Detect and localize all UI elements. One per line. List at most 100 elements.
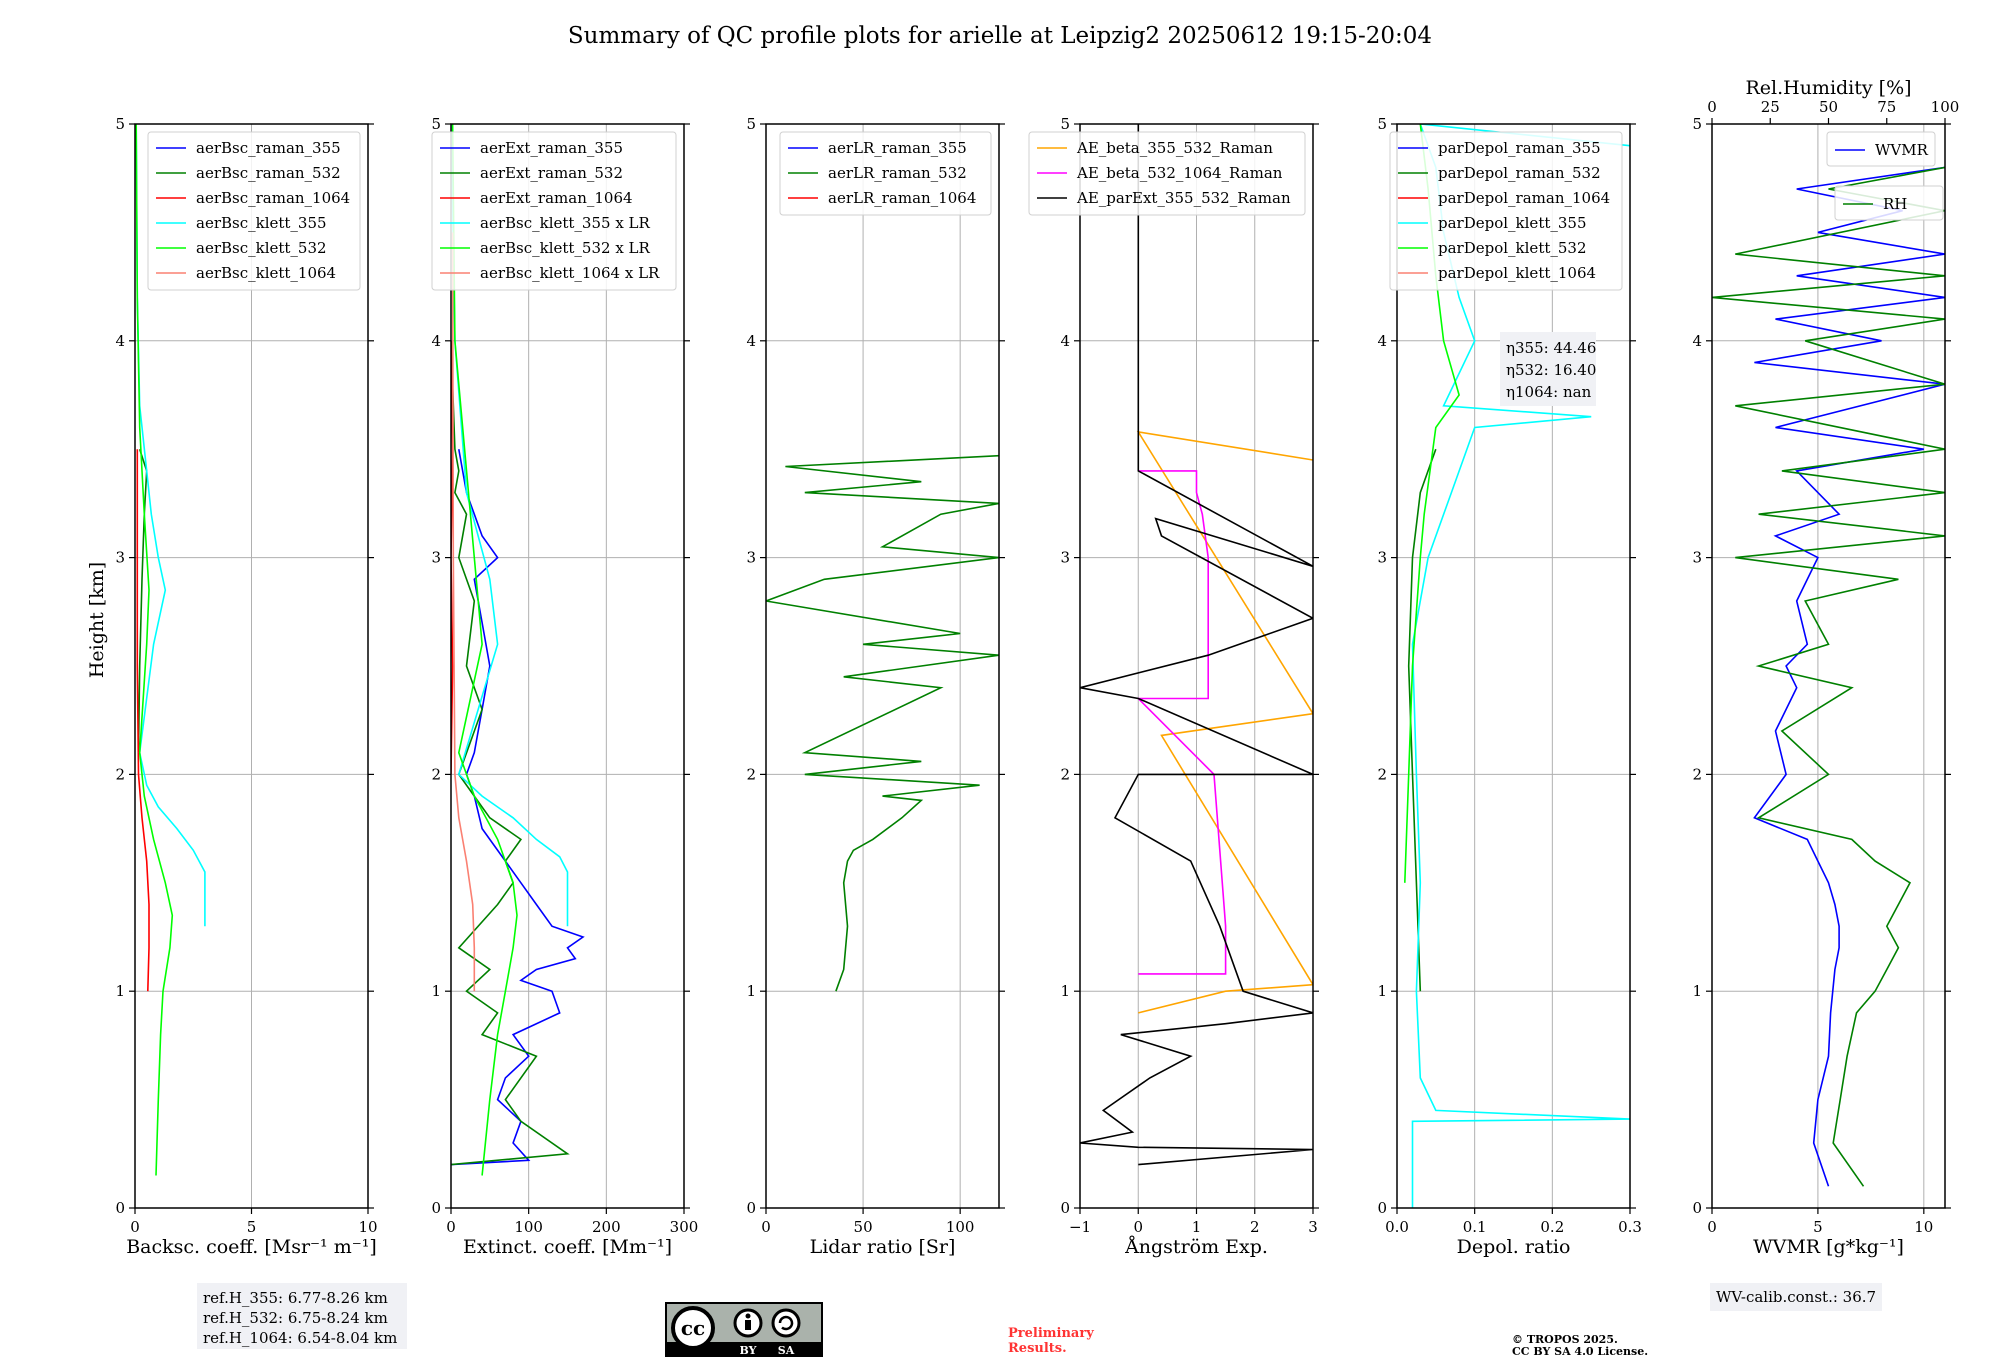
- legend-entry: AE_beta_532_1064_Raman: [1076, 164, 1283, 182]
- x-tick-label: 5: [247, 1218, 257, 1236]
- legend-entry: aerExt_raman_532: [480, 164, 623, 182]
- legend-box: [147, 131, 361, 291]
- y-tick-label: 2: [1692, 765, 1702, 783]
- legend-entry: aerExt_raman_355: [480, 139, 623, 157]
- legend-entry: aerBsc_klett_1064: [196, 264, 336, 282]
- y-tick-label: 5: [746, 115, 756, 133]
- y-tick-label: 3: [115, 549, 125, 567]
- legend-entry: parDepol_klett_1064: [1438, 264, 1596, 282]
- series-line-aerBsc_klett_532 x LR: [451, 124, 518, 1176]
- y-tick-label: 4: [115, 332, 125, 350]
- legend-entry: aerBsc_klett_532: [196, 239, 327, 257]
- series-line-WVMR: [1753, 166, 1945, 1187]
- legend-entry: aerBsc_raman_532: [196, 164, 341, 182]
- y-tick-label: 1: [1377, 982, 1387, 1000]
- axes-frame: [765, 123, 1000, 1209]
- y-tick-label: 2: [115, 765, 125, 783]
- legend-entry: parDepol_raman_532: [1438, 164, 1601, 182]
- y-tick-label: 0: [115, 1199, 125, 1217]
- y-tick-label: 1: [431, 982, 441, 1000]
- legend-entry: AE_parExt_355_532_Raman: [1076, 189, 1291, 207]
- eta-value: η355: 44.46: [1506, 339, 1596, 357]
- cc-logo-icon: [671, 1306, 715, 1350]
- legend-box: [431, 131, 677, 291]
- copyright-line1: © TROPOS 2025.: [1512, 1333, 1618, 1346]
- x-tick-label: 100: [946, 1218, 975, 1236]
- y-tick-label: 4: [1060, 332, 1070, 350]
- series-line-aerExt_raman_1064: [451, 340, 454, 775]
- legend-box: [1834, 185, 1944, 221]
- legend-entry: aerBsc_klett_355 x LR: [480, 214, 651, 232]
- x-tick-label: 0: [761, 1218, 771, 1236]
- y-tick-label: 1: [746, 982, 756, 1000]
- legend-entry: aerBsc_klett_532 x LR: [480, 239, 651, 257]
- legend-entry: aerBsc_klett_355: [196, 214, 327, 232]
- x2-tick-label: 0: [1707, 98, 1717, 116]
- legend-entry: RH: [1883, 195, 1907, 213]
- legend-box: [1028, 131, 1306, 216]
- license-badge: cc BY SA: [665, 1302, 823, 1357]
- x-tick-label: 50: [854, 1218, 873, 1236]
- x-tick-label: 1: [1192, 1218, 1202, 1236]
- y-tick-label: 0: [1692, 1199, 1702, 1217]
- legend-entry: WVMR: [1875, 141, 1929, 159]
- ref-height-1064: ref.H_1064: 6.54-8.04 km: [203, 1329, 397, 1347]
- y-tick-label: 1: [115, 982, 125, 1000]
- legend: parDepol_raman_355 parDepol_raman_532 parD…: [1389, 131, 1623, 291]
- series-line-aerExt_raman_532: [451, 340, 570, 1166]
- y-tick-label: 0: [1060, 1199, 1070, 1217]
- license-sa: SA: [778, 1344, 795, 1357]
- x-tick-label: 200: [592, 1218, 621, 1236]
- eta-box-bg: [1500, 332, 1596, 406]
- ref-height-532: ref.H_532: 6.75-8.24 km: [203, 1309, 388, 1327]
- eta-value: η1064: nan: [1506, 383, 1592, 401]
- x-tick-label: 0.0: [1385, 1218, 1409, 1236]
- legend: AE_beta_355_532_Raman AE_beta_532_1064_Ra…: [1028, 131, 1306, 216]
- y-tick-label: 1: [1692, 982, 1702, 1000]
- x2-axis-label: Rel.Humidity [%]: [1745, 77, 1911, 99]
- x-axis-label: WVMR [g*kg⁻¹]: [1753, 1236, 1904, 1258]
- y-tick-label: 2: [1060, 765, 1070, 783]
- x-axis-label: Extinct. coeff. [Mm⁻¹]: [463, 1236, 672, 1258]
- panel-3: 0 50 100 0 1 2 3 4 5 Lidar ratio [Sr] aerLR_raman_…: [746, 115, 1005, 1258]
- copyright-note: © TROPOS 2025. CC BY SA 4.0 License.: [1512, 1333, 1648, 1358]
- y-tick-label: 4: [746, 332, 756, 350]
- x2-tick-label: 50: [1819, 98, 1838, 116]
- legend-entry: aerBsc_raman_355: [196, 139, 341, 157]
- y-tick-label: 2: [746, 765, 756, 783]
- x-tick-label: 0: [1707, 1218, 1717, 1236]
- y-tick-label: 5: [115, 115, 125, 133]
- legend-entry: aerBsc_raman_1064: [196, 189, 350, 207]
- legend-entry: AE_beta_355_532_Raman: [1076, 139, 1273, 157]
- y-tick-label: 4: [1692, 332, 1702, 350]
- legend-box: [779, 131, 992, 216]
- x-tick-label: 3: [1308, 1218, 1318, 1236]
- series-line-parDepol_raman_532: [1407, 448, 1437, 992]
- y-tick-label: 0: [1377, 1199, 1387, 1217]
- y-tick-label: 5: [1377, 115, 1387, 133]
- y-tick-label: 2: [431, 765, 441, 783]
- legend-entry: aerLR_raman_532: [828, 164, 967, 182]
- x-tick-label: −1: [1069, 1218, 1091, 1236]
- panel-2: 0 100 200 300 0 1 2 3 4 5 Extinct. coeff. [Mm⁻¹] ae…: [431, 115, 698, 1258]
- ref-height-box: ref.H_355: 6.77-8.26 km ref.H_532: 6.75-…: [197, 1283, 407, 1349]
- y-tick-label: 3: [1060, 549, 1070, 567]
- y-axis-label: Height [km]: [86, 562, 108, 678]
- axes-frame: [1396, 123, 1631, 1209]
- series-line-aerLR_raman_532: [766, 454, 999, 992]
- x-tick-label: 100: [514, 1218, 543, 1236]
- x-tick-label: 0: [446, 1218, 456, 1236]
- wv-calib-box: WV-calib.const.: 36.7: [1710, 1283, 1882, 1311]
- y-tick-label: 5: [431, 115, 441, 133]
- license-by: BY: [740, 1344, 757, 1357]
- legend: aerLR_raman_355 aerLR_raman_532 aerLR_rama…: [779, 131, 992, 216]
- y-tick-label: 4: [1377, 332, 1387, 350]
- copyright-line2: CC BY SA 4.0 License.: [1512, 1345, 1648, 1358]
- y-tick-label: 3: [1692, 549, 1702, 567]
- series-line-aerBsc_raman_1064: [136, 449, 150, 992]
- y-tick-label: 4: [431, 332, 441, 350]
- x-tick-label: 0.3: [1618, 1218, 1642, 1236]
- legend: WVMR RH: [1826, 131, 1944, 221]
